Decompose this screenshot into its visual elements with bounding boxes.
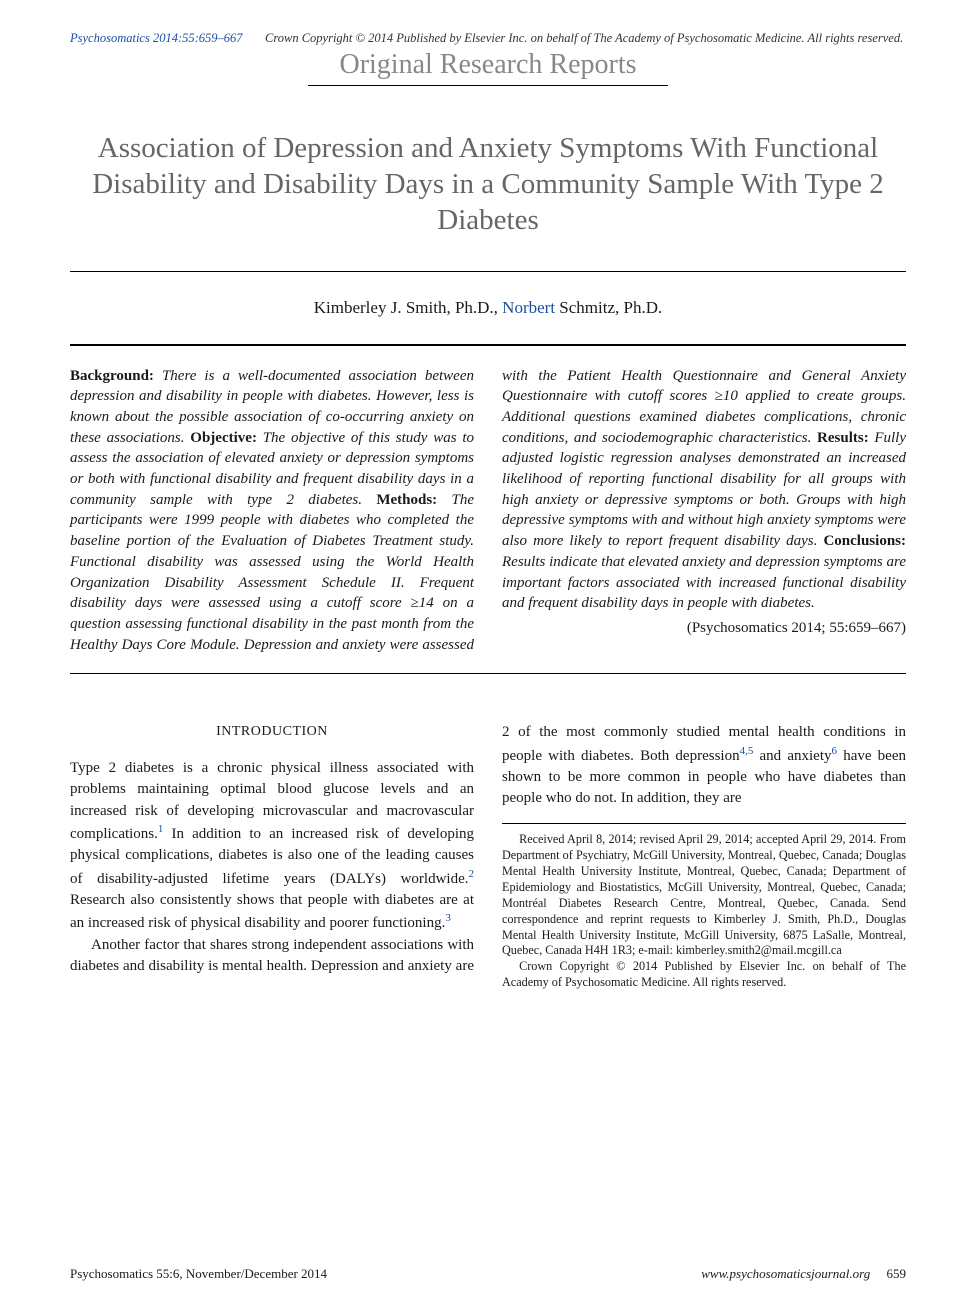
article-title: Association of Depression and Anxiety Sy… bbox=[90, 130, 886, 239]
body-columns: INTRODUCTION Type 2 diabetes is a chroni… bbox=[70, 722, 906, 991]
page-footer: Psychosomatics 55:6, November/December 2… bbox=[70, 1266, 906, 1282]
abstract-block: Background: There is a well-documented a… bbox=[70, 345, 906, 675]
abstract-res-label: Results: bbox=[817, 430, 869, 446]
abstract-text: Background: There is a well-documented a… bbox=[70, 366, 906, 656]
abstract-bg-label: Background: bbox=[70, 368, 154, 384]
ref-link[interactable]: 4,5 bbox=[740, 745, 754, 757]
section-label: Original Research Reports bbox=[308, 49, 668, 86]
header-meta: Psychosomatics 2014:55:659–667 Crown Cop… bbox=[70, 30, 906, 47]
journal-reference: Psychosomatics 2014:55:659–667 bbox=[70, 30, 265, 47]
author-1: Kimberley J. Smith, Ph.D., bbox=[314, 298, 502, 317]
divider bbox=[70, 271, 906, 272]
abstract-meth-label: Methods: bbox=[376, 492, 437, 508]
abstract-obj-label: Objective: bbox=[190, 430, 257, 446]
abstract-conc-label: Conclusions: bbox=[823, 533, 906, 549]
introduction-heading: INTRODUCTION bbox=[70, 722, 474, 742]
affiliation-text: Received April 8, 2014; revised April 29… bbox=[502, 832, 906, 959]
ref-link[interactable]: 2 bbox=[469, 868, 475, 880]
footer-page-number: 659 bbox=[887, 1266, 907, 1281]
abstract-res: Fully adjusted logistic regression analy… bbox=[502, 430, 906, 549]
body-paragraph: Type 2 diabetes is a chronic physical il… bbox=[70, 758, 474, 934]
author-2-link[interactable]: Norbert bbox=[502, 298, 555, 317]
author-list: Kimberley J. Smith, Ph.D., Norbert Schmi… bbox=[70, 298, 906, 318]
affiliation-copyright: Crown Copyright © 2014 Published by Else… bbox=[502, 959, 906, 991]
footer-url[interactable]: www.psychosomaticsjournal.org bbox=[701, 1266, 870, 1281]
copyright-line: Crown Copyright © 2014 Published by Else… bbox=[265, 30, 906, 47]
affiliation-block: Received April 8, 2014; revised April 29… bbox=[502, 823, 906, 991]
abstract-citation: (Psychosomatics 2014; 55:659–667) bbox=[502, 618, 906, 639]
author-2-rest: Schmitz, Ph.D. bbox=[555, 298, 662, 317]
ref-link[interactable]: 3 bbox=[445, 912, 451, 924]
abstract-conc: Results indicate that elevated anxiety a… bbox=[502, 554, 906, 611]
footer-left: Psychosomatics 55:6, November/December 2… bbox=[70, 1266, 327, 1282]
